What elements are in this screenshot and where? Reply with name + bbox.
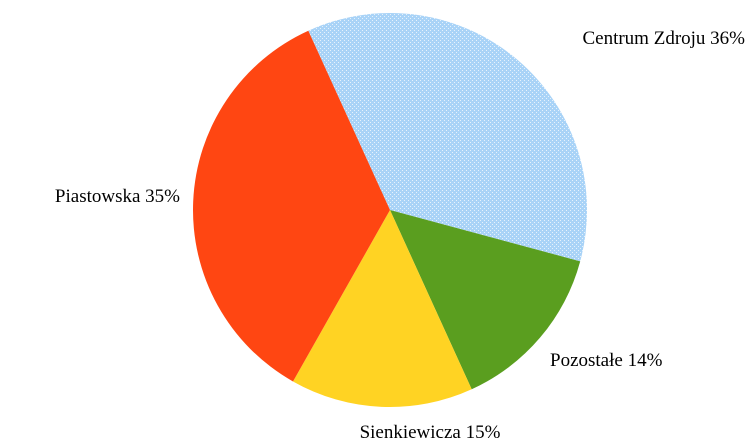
slice-label: Centrum Zdroju 36% <box>582 28 745 49</box>
value-label: 14% <box>628 350 663 371</box>
category-name: Pozostałe <box>550 350 623 371</box>
slice-label: Piastowska 35% <box>55 186 180 207</box>
category-name: Sienkiewicza <box>360 422 462 443</box>
value-label: 35% <box>145 186 180 207</box>
value-label: 15% <box>466 422 501 443</box>
pie-slice <box>292 210 472 407</box>
pie-slice <box>308 12 587 262</box>
slice-label: Pozostałe 14% <box>550 350 663 371</box>
pie-slice <box>192 30 390 382</box>
value-label: 36% <box>710 28 745 49</box>
category-name: Piastowska <box>55 186 141 207</box>
category-name: Centrum Zdroju <box>582 28 705 49</box>
slice-label: Sienkiewicza 15% <box>360 422 501 443</box>
pie-slice <box>390 210 581 390</box>
